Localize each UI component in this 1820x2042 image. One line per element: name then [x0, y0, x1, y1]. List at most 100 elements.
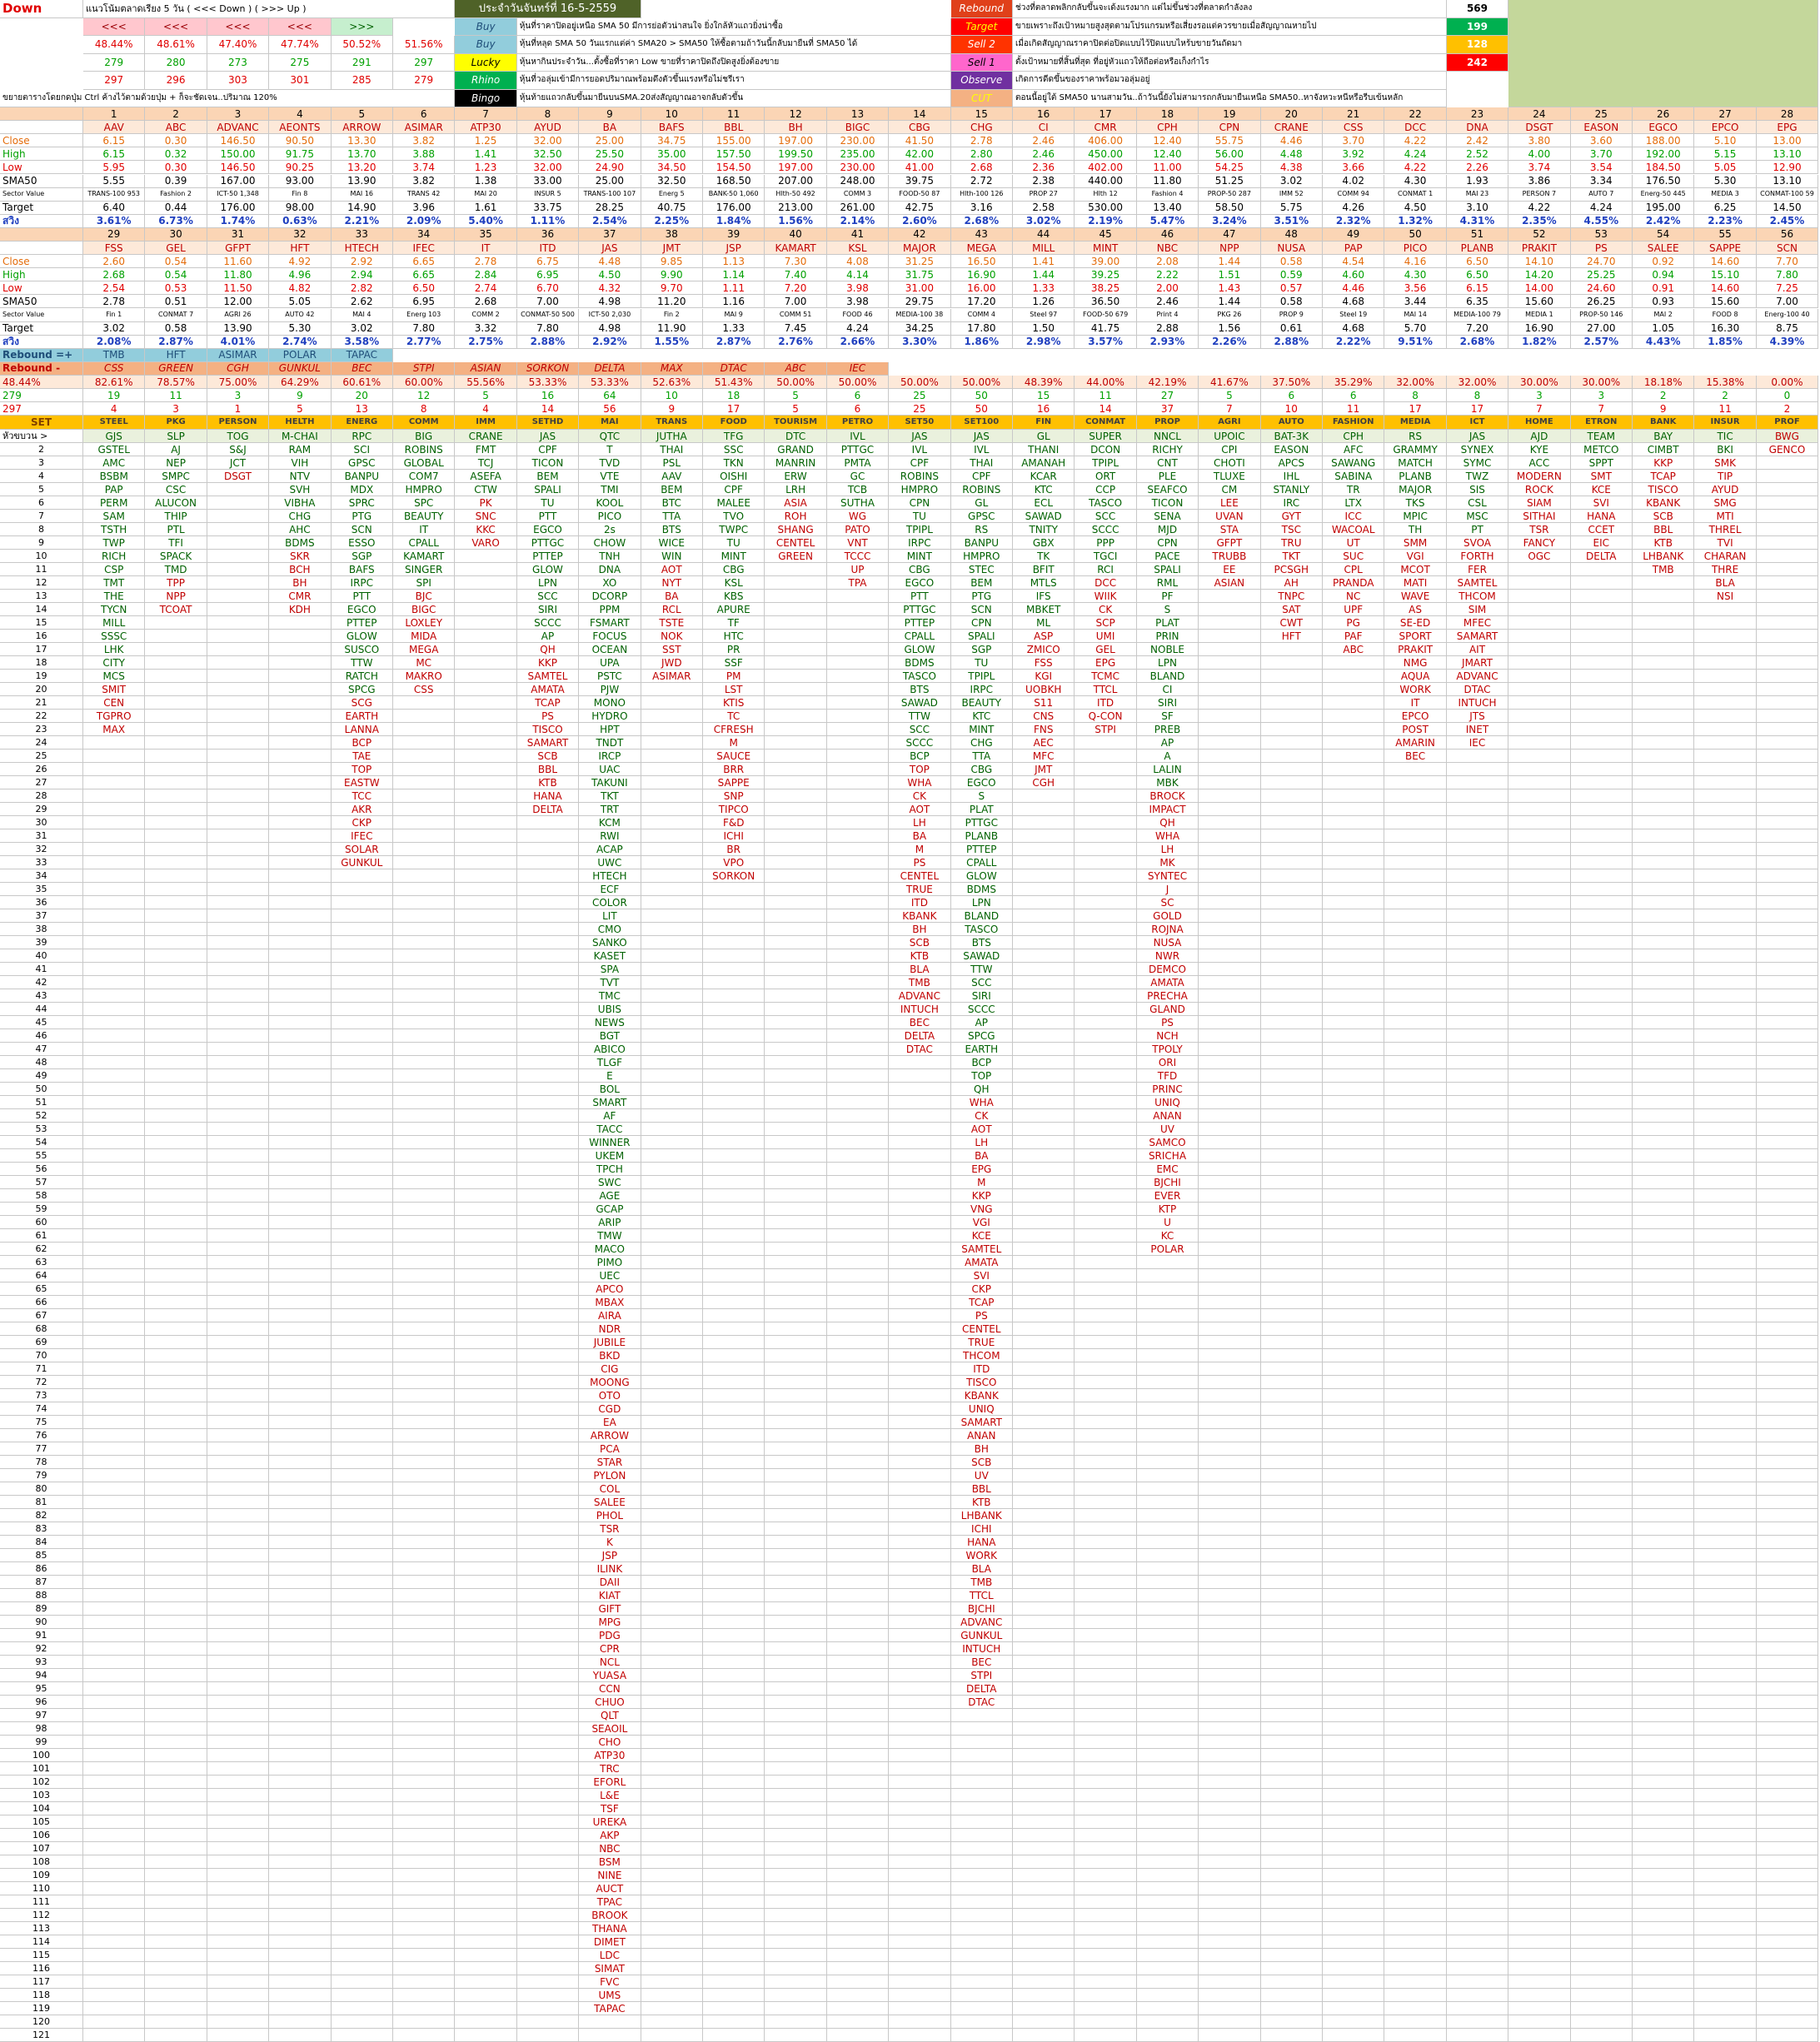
member: TMD	[145, 563, 207, 577]
empty-cell	[826, 1709, 890, 1723]
stock-field: 7.70	[1756, 255, 1819, 269]
empty-cell	[889, 1189, 951, 1203]
rank-label: 109	[0, 1869, 83, 1883]
sector-name: TOURISM	[765, 416, 827, 431]
empty-cell	[1694, 789, 1757, 804]
empty-cell	[1199, 923, 1261, 937]
empty-cell	[1570, 1496, 1633, 1510]
empty-cell	[889, 1442, 951, 1457]
empty-cell	[516, 1709, 580, 1723]
member: UOBKH	[1013, 683, 1075, 697]
empty-cell	[1633, 923, 1695, 937]
stock-field: 1.14	[703, 268, 765, 282]
trend-pct: 50.52%	[331, 36, 393, 54]
stock-field: 197.00	[765, 134, 827, 148]
empty-cell	[889, 1656, 951, 1670]
empty-cell	[145, 1762, 207, 1776]
member: CIMBT	[1633, 443, 1695, 457]
empty-cell	[1136, 1576, 1199, 1590]
member: GC	[826, 470, 890, 484]
stock-field: 4.48	[1260, 147, 1323, 162]
empty-cell	[269, 1935, 332, 1950]
empty-cell	[826, 1096, 890, 1110]
empty-cell	[1384, 1682, 1447, 1696]
empty-cell	[826, 1682, 890, 1696]
empty-cell	[1384, 1922, 1447, 1936]
member: EIC	[1570, 536, 1633, 550]
empty-cell	[1570, 1736, 1633, 1750]
empty-cell	[1260, 1282, 1323, 1297]
empty-cell	[1570, 1416, 1633, 1430]
member: PICO	[579, 510, 641, 524]
empty-cell	[765, 1736, 827, 1750]
stock-field: 5.30	[269, 321, 332, 336]
empty-cell	[1570, 923, 1633, 937]
empty-cell	[1756, 1336, 1819, 1350]
empty-cell	[1384, 1096, 1447, 1110]
member: BBL	[950, 1482, 1013, 1497]
stock-number: 50	[1384, 227, 1447, 242]
empty-cell	[1756, 1163, 1819, 1177]
empty-cell	[516, 2015, 580, 2030]
empty-cell	[331, 1309, 393, 1323]
empty-cell	[641, 1482, 703, 1497]
empty-cell	[950, 1909, 1013, 1923]
empty-cell	[1633, 1709, 1695, 1723]
empty-cell	[1075, 1509, 1137, 1523]
empty-cell	[1756, 789, 1819, 804]
empty-cell	[331, 1163, 393, 1177]
member: CMR	[269, 590, 332, 604]
member: PRIN	[1136, 630, 1199, 644]
empty-cell	[1136, 1909, 1199, 1923]
empty-cell	[1570, 1989, 1633, 2003]
empty-cell	[765, 1203, 827, 1217]
empty-cell	[1633, 616, 1695, 630]
sector-down: 3	[145, 402, 207, 416]
rank-label: 71	[0, 1362, 83, 1377]
empty-cell	[826, 1789, 890, 1803]
trend-down: 279	[393, 72, 456, 90]
empty-cell	[1508, 1416, 1571, 1430]
empty-cell	[1384, 1949, 1447, 1963]
empty-cell	[207, 1456, 270, 1470]
empty-cell	[1633, 1123, 1695, 1137]
empty-cell	[1323, 2015, 1385, 2030]
empty-cell	[826, 736, 890, 750]
empty-cell	[1756, 1829, 1819, 1843]
member: SAPPE	[703, 776, 765, 790]
empty-cell	[1508, 643, 1571, 657]
empty-cell	[1199, 1642, 1261, 1656]
sector-name: SETHD	[516, 416, 580, 431]
empty-cell	[1756, 976, 1819, 990]
empty-cell	[1508, 816, 1571, 830]
stock-field: 33.00	[516, 174, 580, 188]
empty-cell	[1570, 1629, 1633, 1643]
empty-cell	[1756, 1056, 1819, 1070]
block-corner	[0, 227, 83, 242]
rank-label: 107	[0, 1842, 83, 1856]
member: SUPER	[1075, 430, 1137, 444]
empty-cell	[1075, 803, 1137, 817]
member: SMIT	[83, 683, 146, 697]
empty-cell	[1756, 736, 1819, 750]
empty-cell	[703, 1895, 765, 1910]
empty-cell	[889, 1949, 951, 1963]
empty-cell	[889, 1229, 951, 1243]
sector-name: COMM	[393, 416, 456, 431]
empty-cell	[1446, 1362, 1509, 1377]
empty-cell	[826, 696, 890, 710]
empty-cell	[1756, 1349, 1819, 1363]
member: SIS	[1446, 483, 1509, 497]
empty-cell	[703, 1682, 765, 1696]
empty-cell	[207, 976, 270, 990]
empty-cell	[1694, 763, 1757, 777]
empty-cell	[1756, 1282, 1819, 1297]
empty-cell	[207, 1229, 270, 1243]
member: BAT-3K	[1260, 430, 1323, 444]
stock-field: 1.44	[1199, 255, 1261, 269]
empty-cell	[765, 1336, 827, 1350]
empty-cell	[1570, 1296, 1633, 1310]
empty-cell	[1446, 1136, 1509, 1150]
empty-cell	[145, 670, 207, 684]
empty-cell	[393, 963, 456, 977]
